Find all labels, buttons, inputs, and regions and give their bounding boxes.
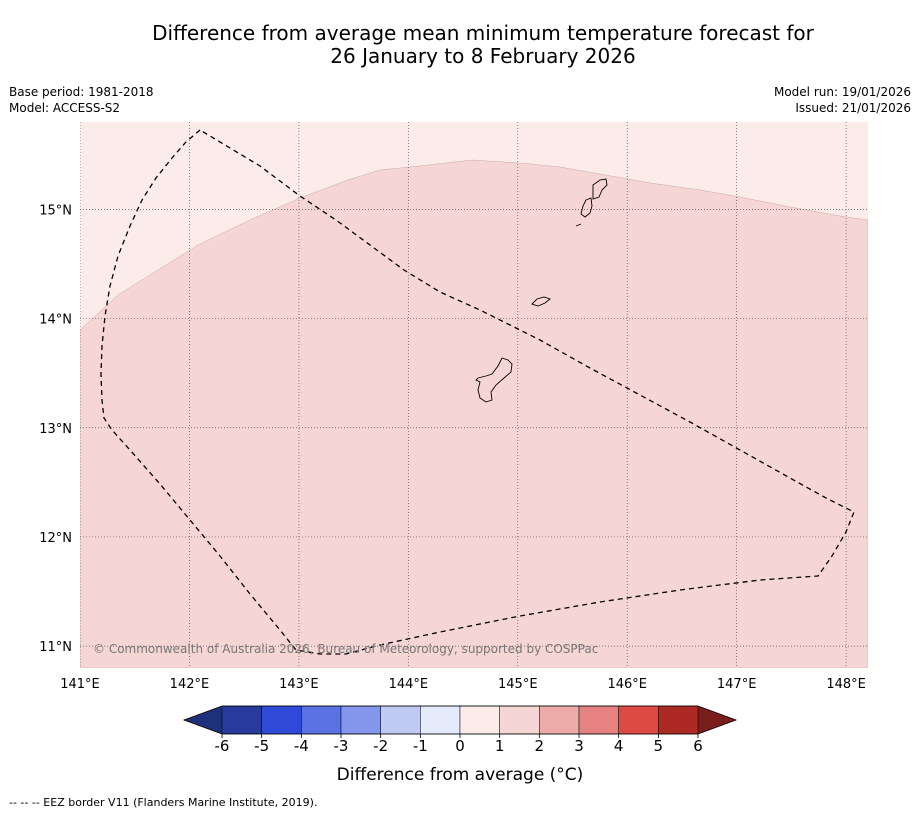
colorbar-swatch [340,705,381,735]
latitude-labels: 15°N 14°N 13°N 12°N 11°N [39,203,72,655]
title-line-1: Difference from average mean minimum tem… [152,21,814,45]
chart-title: Difference from average mean minimum tem… [0,22,919,68]
colorbar-swatch [658,705,699,735]
colorbar-swatch [578,705,619,735]
longitude-label: 144°E [389,677,429,692]
longitude-label: 146°E [607,677,647,692]
colorbar-tick-label: 1 [495,737,505,755]
map-plot-area [80,122,868,668]
colorbar-underflow-arrow [184,706,222,734]
colorbar-swatch [420,705,461,735]
model-run-text: Model run: 19/01/2026 [773,85,911,99]
colorbar-tick-label: 0 [455,737,465,755]
latitude-label: 11°N [39,640,72,655]
longitude-label: 141°E [60,677,100,692]
colorbar-tick-label: 4 [614,737,624,755]
island-pagan [592,178,608,200]
info-right: Model run: 19/01/2026 Issued: 21/01/2026 [774,84,911,116]
island-guam [475,357,513,403]
longitude-label: 147°E [717,677,757,692]
colorbar-swatch [618,705,659,735]
latitude-label: 13°N [39,422,72,437]
latitude-label: 12°N [39,531,72,546]
graticule [80,122,868,668]
longitude-label: 148°E [826,677,866,692]
longitude-labels: 141°E 142°E 143°E 144°E 145°E 146°E 147°E 148°E [60,677,866,692]
colorbar-tick-label: 2 [535,737,545,755]
copyright-text: © Commonwealth of Australia 2026, Bureau… [93,642,598,656]
colorbar-tick-label: -1 [413,737,428,755]
info-left: Base period: 1981-2018 Model: ACCESS-S2 [9,84,154,116]
longitude-label: 143°E [279,677,319,692]
colorbar-tick-label: -2 [373,737,388,755]
latitude-label: 15°N [39,203,72,218]
colorbar-swatch [221,705,262,735]
colorbar-overflow-arrow [698,706,736,734]
colorbar-tick-label: -4 [294,737,309,755]
colorbar-swatch [539,705,580,735]
colorbar-tick-label: 6 [693,737,703,755]
longitude-label: 145°E [498,677,538,692]
title-line-2: 26 January to 8 February 2026 [330,44,636,68]
colorbar-swatch [459,705,500,735]
colorbar-tick-label: 3 [574,737,584,755]
issued-text: Issued: 21/01/2026 [795,101,911,115]
longitude-label: 142°E [170,677,210,692]
colorbar-tick-label: 5 [654,737,664,755]
base-period-text: Base period: 1981-2018 [9,85,154,99]
island-rota [531,296,551,307]
island-alamagan [580,197,593,218]
colorbar-label: Difference from average (°C) [337,765,584,785]
colorbar-tick-label: -5 [254,737,269,755]
colorbar-swatch [301,705,342,735]
colorbar-swatch [261,705,302,735]
latitude-label: 14°N [39,313,72,328]
colorbar: -6 -5 -4 -3 -2 -1 0 1 2 3 4 5 6 [182,705,738,755]
anomaly-region-1-to-2 [80,159,868,668]
colorbar-tick-label: -6 [215,737,230,755]
eez-border [100,129,855,655]
colorbar-swatch [499,705,540,735]
island-guguan [575,223,582,227]
colorbar-tick-label: -3 [334,737,349,755]
colorbar-swatch [380,705,421,735]
eez-footnote: -- -- -- EEZ border V11 (Flanders Marine… [9,796,318,809]
model-text: Model: ACCESS-S2 [9,101,121,115]
